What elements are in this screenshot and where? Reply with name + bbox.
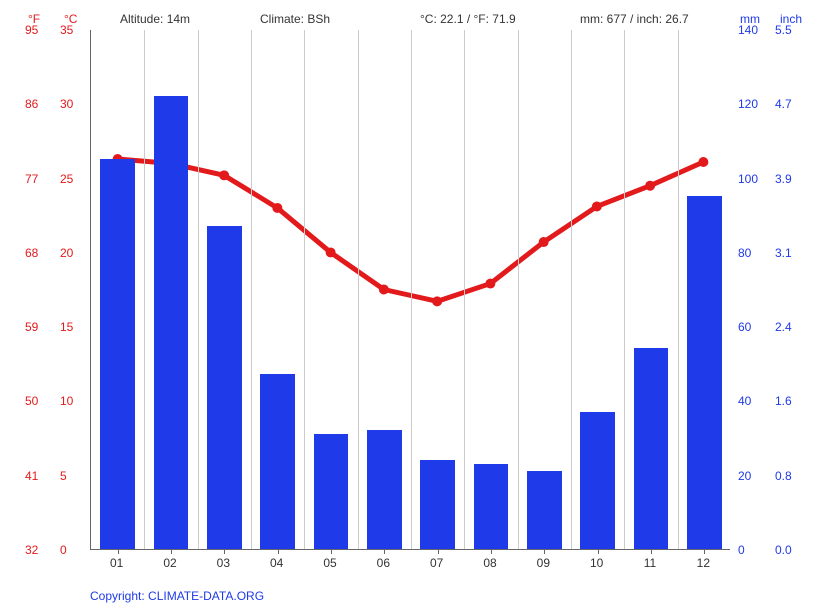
precip-bar [100,159,135,549]
x-tick-mark [224,549,225,554]
x-tick-mark [331,549,332,554]
x-tick-label: 10 [590,556,603,570]
y-tick-c: 15 [60,320,73,334]
grid-line [571,30,572,549]
grid-line [624,30,625,549]
y-tick-f: 95 [25,23,38,37]
y-tick-inch: 0.8 [775,469,792,483]
plot-area [90,30,730,550]
grid-line [198,30,199,549]
y-tick-f: 41 [25,469,38,483]
y-tick-c: 30 [60,97,73,111]
y-tick-c: 5 [60,469,67,483]
x-tick-label: 03 [217,556,230,570]
x-tick-mark [491,549,492,554]
temp-marker [698,157,708,167]
y-tick-c: 20 [60,246,73,260]
y-tick-inch: 2.4 [775,320,792,334]
precip-bar [580,412,615,549]
x-tick-label: 06 [377,556,390,570]
grid-line [251,30,252,549]
x-tick-mark [544,549,545,554]
precip-bar [527,471,562,549]
grid-line [518,30,519,549]
x-tick-mark [651,549,652,554]
x-tick-label: 02 [163,556,176,570]
y-tick-inch: 0.0 [775,543,792,557]
grid-line [678,30,679,549]
temp-marker [219,170,229,180]
x-tick-mark [704,549,705,554]
header-climate: Climate: BSh [260,12,330,26]
y-tick-c: 10 [60,394,73,408]
copyright-text: Copyright: CLIMATE-DATA.ORG [90,589,264,603]
x-tick-label: 08 [483,556,496,570]
y-tick-mm: 80 [738,246,751,260]
y-tick-f: 50 [25,394,38,408]
temp-marker [539,237,549,247]
temp-marker [379,285,389,295]
y-tick-inch: 4.7 [775,97,792,111]
temp-marker [326,247,336,257]
x-tick-mark [384,549,385,554]
grid-line [464,30,465,549]
y-tick-f: 86 [25,97,38,111]
precip-bar [634,348,669,549]
y-tick-mm: 20 [738,469,751,483]
y-tick-mm: 100 [738,172,758,186]
precip-bar [154,96,189,549]
grid-line [304,30,305,549]
y-tick-inch: 3.9 [775,172,792,186]
temp-marker [432,296,442,306]
temp-marker [592,201,602,211]
precip-bar [260,374,295,549]
temp-marker [485,279,495,289]
y-tick-mm: 120 [738,97,758,111]
y-tick-f: 68 [25,246,38,260]
y-tick-mm: 60 [738,320,751,334]
grid-line [144,30,145,549]
y-tick-f: 32 [25,543,38,557]
y-tick-inch: 3.1 [775,246,792,260]
x-tick-label: 12 [697,556,710,570]
y-tick-inch: 1.6 [775,394,792,408]
y-tick-mm: 140 [738,23,758,37]
y-tick-f: 59 [25,320,38,334]
x-tick-label: 09 [537,556,550,570]
header-precip: mm: 677 / inch: 26.7 [580,12,689,26]
y-tick-mm: 0 [738,543,745,557]
temp-marker [645,181,655,191]
climate-chart: °F °C Altitude: 14m Climate: BSh °C: 22.… [0,0,815,611]
x-tick-mark [118,549,119,554]
y-tick-c: 25 [60,172,73,186]
precip-bar [687,196,722,549]
x-tick-label: 04 [270,556,283,570]
x-tick-mark [438,549,439,554]
precip-bar [420,460,455,549]
y-tick-mm: 40 [738,394,751,408]
x-tick-label: 05 [323,556,336,570]
x-tick-label: 01 [110,556,123,570]
x-tick-mark [598,549,599,554]
temp-marker [272,203,282,213]
x-tick-mark [171,549,172,554]
precip-bar [367,430,402,549]
y-tick-f: 77 [25,172,38,186]
x-tick-label: 11 [644,556,656,570]
precip-bar [474,464,509,549]
x-tick-label: 07 [430,556,443,570]
precip-bar [207,226,242,549]
x-tick-mark [278,549,279,554]
y-tick-inch: 5.5 [775,23,792,37]
precip-bar [314,434,349,549]
header-temp: °C: 22.1 / °F: 71.9 [420,12,516,26]
header-altitude: Altitude: 14m [120,12,190,26]
grid-line [358,30,359,549]
y-tick-c: 35 [60,23,73,37]
y-tick-c: 0 [60,543,67,557]
grid-line [411,30,412,549]
